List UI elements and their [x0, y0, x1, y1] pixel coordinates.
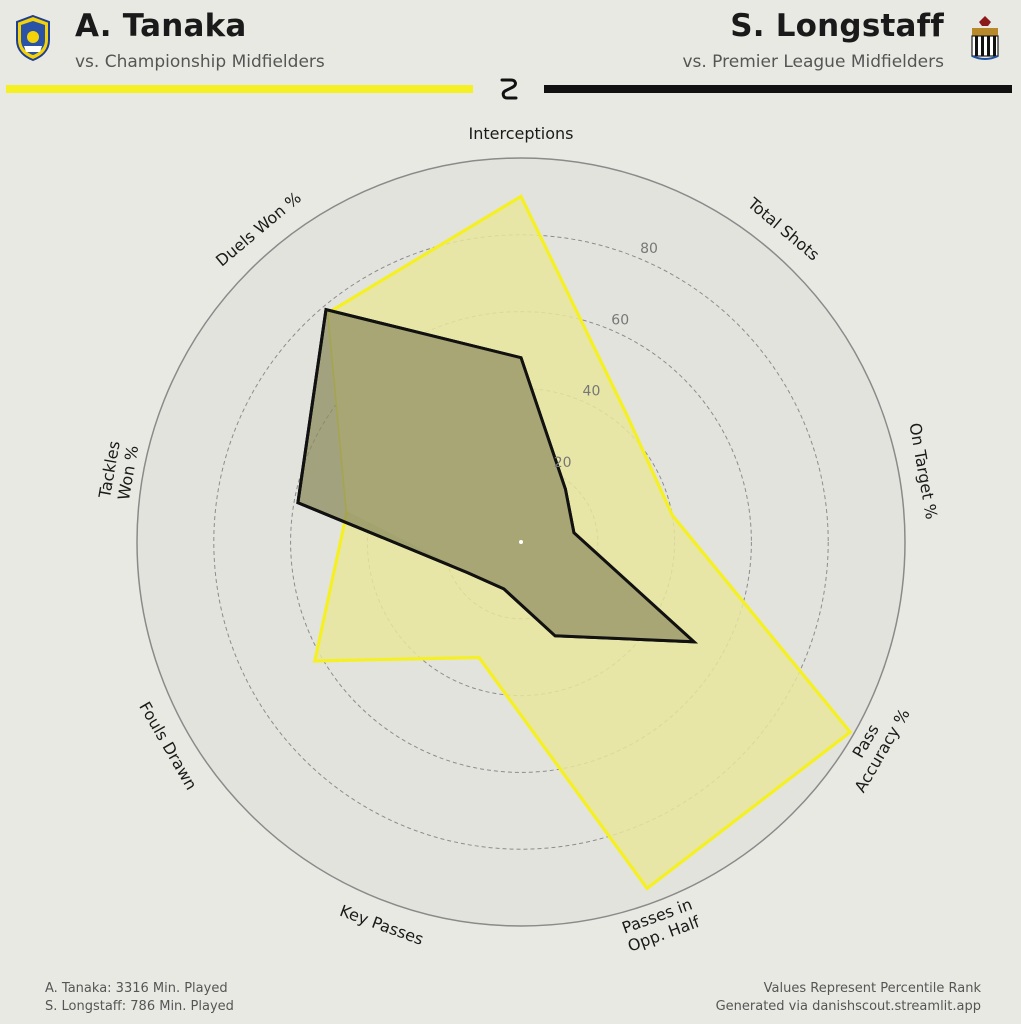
leeds-united-crest-icon [16, 14, 50, 62]
newcastle-united-crest-icon [971, 16, 999, 60]
radar-gridline [213, 234, 829, 850]
radial-tick-label: 60 [611, 312, 629, 328]
radial-tick-label: 20 [554, 455, 572, 471]
category-label-line: On Target % [905, 421, 941, 520]
source-note: Values Represent Percentile Rank Generat… [716, 980, 981, 1016]
minutes-played-note: A. Tanaka: 3316 Min. Played S. Longstaff… [45, 980, 234, 1016]
series-outline-right-player [296, 307, 698, 644]
left-player-subtitle: vs. Championship Midfielders [75, 52, 325, 72]
radial-tick-label: 40 [583, 384, 601, 400]
danishscout-logo-icon [500, 78, 518, 100]
left-player-name: A. Tanaka [75, 8, 247, 44]
right-player-name: S. Longstaff [730, 8, 944, 44]
left-minutes-text: A. Tanaka: 3316 Min. Played [45, 981, 228, 996]
category-label: Interceptions [469, 124, 574, 143]
right-series-color-bar [544, 85, 1012, 93]
radial-tick-label: 80 [640, 241, 658, 257]
right-minutes-text: S. Longstaff: 786 Min. Played [45, 999, 234, 1014]
category-label: On Target % [905, 421, 941, 520]
percentile-note-text: Values Represent Percentile Rank [763, 981, 981, 996]
category-label-line: Interceptions [469, 124, 574, 143]
radar-center-dot [519, 540, 523, 544]
left-series-color-bar [6, 85, 473, 93]
generated-via-text: Generated via danishscout.streamlit.app [715, 999, 981, 1014]
right-player-subtitle: vs. Premier League Midfielders [682, 52, 944, 72]
